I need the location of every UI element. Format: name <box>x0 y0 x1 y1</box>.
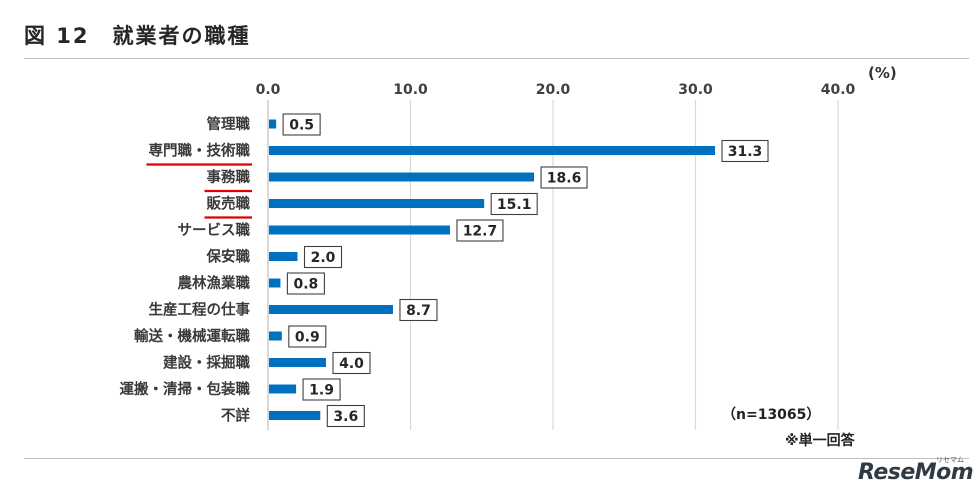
bar <box>269 278 281 288</box>
bar <box>269 225 450 235</box>
svg-text:8.7: 8.7 <box>406 303 431 319</box>
category-label: 事務職 <box>207 168 251 186</box>
data-label: 12.7 <box>456 219 504 242</box>
x-tick-label: 20.0 <box>536 82 571 98</box>
category-label: 不詳 <box>221 407 250 425</box>
data-labels: 0.5 31.3 18.6 15.1 12.7 2.0 0.8 8.7 0.9 4.0 1.9 3.6 <box>282 113 769 428</box>
x-tick-label: 40.0 <box>821 82 856 98</box>
category-label: 建設・採掘職 <box>163 354 250 372</box>
resemom-logo: ReseMom <box>858 460 974 485</box>
bar <box>269 384 297 394</box>
category-label: サービス職 <box>178 221 251 239</box>
category-label: 輸送・機械運転職 <box>134 327 250 345</box>
category-label: 農林漁業職 <box>178 274 251 292</box>
data-label: 18.6 <box>540 166 588 189</box>
bar <box>269 146 716 155</box>
svg-text:1.9: 1.9 <box>309 383 334 399</box>
bar <box>269 199 485 208</box>
data-label: 3.6 <box>326 404 365 428</box>
data-label: 2.0 <box>303 245 343 269</box>
bars <box>269 119 716 420</box>
svg-text:4.0: 4.0 <box>339 356 364 372</box>
category-label: 管理職 <box>207 115 251 133</box>
unit-label: (%) <box>868 64 897 82</box>
svg-text:31.3: 31.3 <box>728 144 763 160</box>
bottom-divider <box>24 458 969 459</box>
data-label: 1.9 <box>302 378 341 401</box>
bar <box>269 411 321 420</box>
data-label: 4.0 <box>332 351 371 375</box>
category-label: 販売職 <box>207 195 251 213</box>
sample-size-note: （n=13065） <box>722 407 821 423</box>
top-divider <box>24 58 969 59</box>
category-label: 生産工程の仕事 <box>149 301 251 319</box>
bar <box>269 172 535 182</box>
data-label: 31.3 <box>721 139 769 163</box>
data-label: 0.9 <box>288 325 327 348</box>
answer-type-note: ※単一回答 <box>785 433 855 449</box>
svg-text:2.0: 2.0 <box>311 250 336 266</box>
bar <box>269 331 282 341</box>
data-label: 0.5 <box>282 113 321 136</box>
figure-title: 図 12 就業者の職種 <box>24 24 251 48</box>
svg-text:12.7: 12.7 <box>463 224 498 240</box>
data-label: 15.1 <box>490 192 538 216</box>
svg-text:0.9: 0.9 <box>295 330 320 346</box>
data-label: 0.8 <box>286 272 325 295</box>
category-label: 保安職 <box>206 248 251 266</box>
bar <box>269 252 298 261</box>
x-tick-label: 10.0 <box>393 82 428 98</box>
svg-text:18.6: 18.6 <box>547 171 582 187</box>
svg-text:3.6: 3.6 <box>333 409 358 425</box>
svg-text:0.5: 0.5 <box>289 118 314 134</box>
svg-text:0.8: 0.8 <box>293 277 318 293</box>
category-labels: 管理職専門職・技術職事務職販売職サービス職保安職農林漁業職生産工程の仕事輸送・機… <box>120 115 252 425</box>
resemom-logo-sub: リセマム <box>936 456 964 464</box>
bar <box>269 119 277 129</box>
x-tick-labels: 0.0 10.0 20.0 30.0 40.0 <box>256 82 856 98</box>
data-label: 8.7 <box>399 298 438 322</box>
category-label: 運搬・清掃・包装職 <box>120 380 251 398</box>
x-tick-label: 30.0 <box>678 82 713 98</box>
svg-text:15.1: 15.1 <box>497 197 532 213</box>
bar <box>269 305 393 314</box>
bar <box>269 358 326 367</box>
category-label: 専門職・技術職 <box>149 142 251 160</box>
x-tick-label: 0.0 <box>256 82 281 98</box>
